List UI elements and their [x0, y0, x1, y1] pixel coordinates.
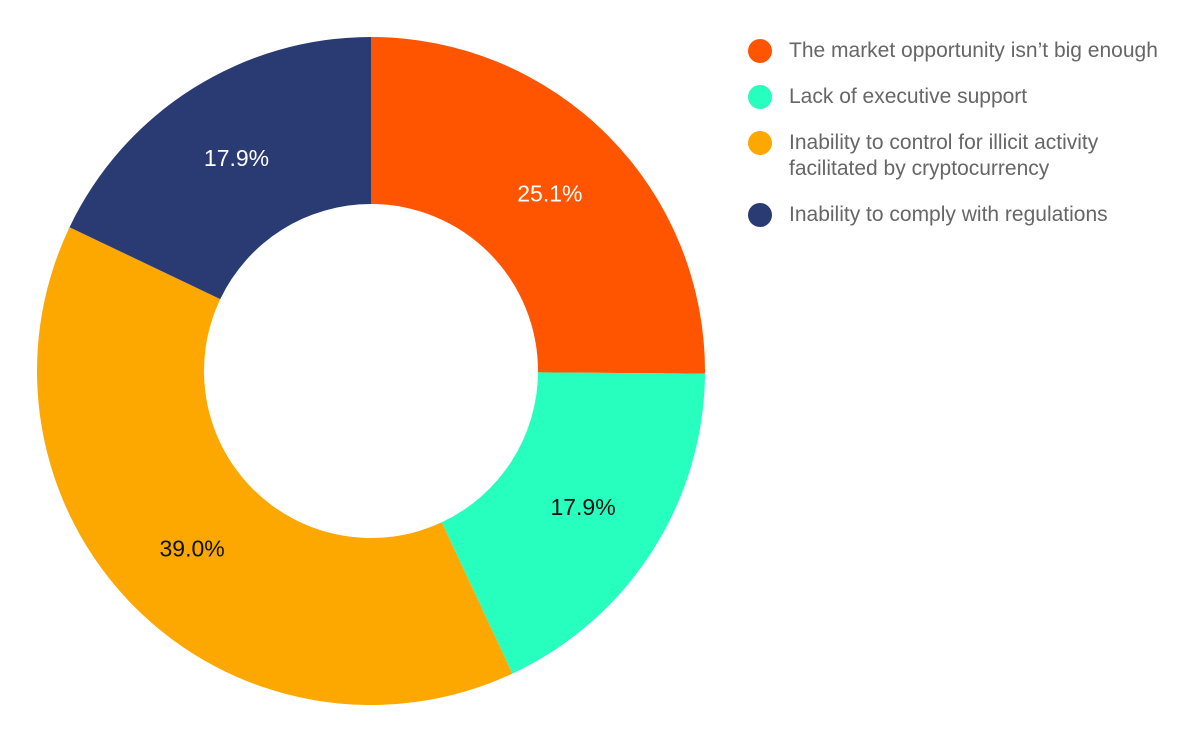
slice-3: [69, 37, 371, 300]
data-label-1: 17.9%: [550, 494, 615, 520]
legend-swatch: [748, 203, 772, 227]
legend-item-0: The market opportunity isn’t big enough: [748, 38, 1168, 64]
donut-chart: 25.1% 17.9% 39.0% 17.9%: [36, 37, 705, 706]
slice-1: [441, 372, 705, 674]
legend-label: Lack of executive support: [789, 85, 1028, 108]
legend-swatch: [748, 85, 772, 109]
data-label-0: 25.1%: [517, 181, 582, 207]
legend-label: The market opportunity isn’t big enough: [789, 39, 1158, 62]
legend-item-1: Lack of executive support: [748, 84, 1168, 110]
slice-2: [36, 227, 513, 706]
legend-label: Inability to comply with regulations: [789, 203, 1108, 226]
legend-item-3: Inability to comply with regulations: [748, 202, 1168, 228]
slice-0: [371, 37, 705, 374]
legend-swatch: [748, 131, 772, 155]
legend-item-2: Inability to control for illicit activit…: [748, 130, 1168, 182]
legend-label: Inability to control for illicit activit…: [789, 131, 1099, 180]
data-label-3: 17.9%: [204, 145, 269, 171]
data-label-2: 39.0%: [160, 535, 225, 561]
legend: The market opportunity isn’t big enough L…: [748, 38, 1168, 248]
legend-swatch: [748, 39, 772, 63]
